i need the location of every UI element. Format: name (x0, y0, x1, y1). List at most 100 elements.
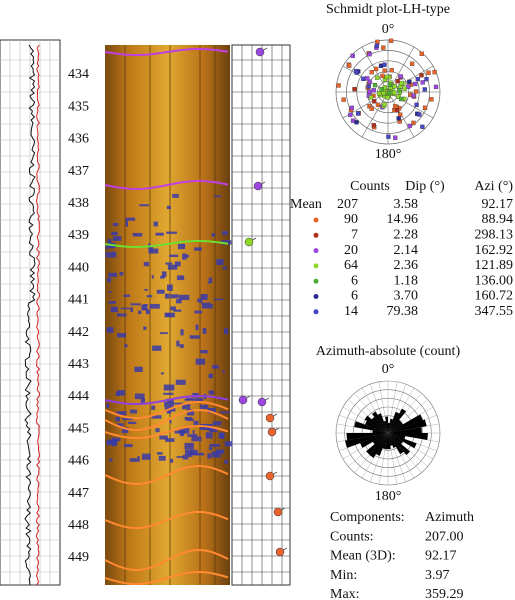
patch (180, 329, 184, 336)
row-counts: 14 (344, 304, 358, 319)
bedding-trace (104, 425, 229, 439)
pole (420, 80, 425, 85)
pole (367, 51, 372, 57)
pole (336, 83, 341, 88)
patch (205, 432, 213, 439)
patch (164, 312, 175, 318)
patch (130, 307, 133, 313)
rose-petal (385, 433, 388, 450)
patch (107, 277, 112, 283)
patch (173, 402, 185, 405)
depth-label: 448 (68, 518, 89, 533)
south-label: 180° (375, 147, 402, 162)
patch (111, 245, 118, 248)
patch (221, 240, 232, 245)
row-azi: 162.92 (475, 243, 514, 258)
patch (165, 262, 173, 265)
patch (184, 449, 194, 455)
patch (169, 294, 179, 299)
patch (182, 253, 187, 260)
table-header: Dip (°) (405, 179, 445, 194)
patch (148, 248, 159, 254)
patch (157, 452, 163, 455)
patch (144, 288, 149, 291)
pole (392, 90, 397, 95)
pole (417, 112, 422, 117)
rose-petal (388, 419, 402, 433)
pole (367, 104, 372, 109)
pole (367, 89, 372, 94)
stat-label: Min: (330, 568, 357, 583)
patch (200, 294, 208, 300)
depth-label: 442 (68, 325, 89, 340)
pole (398, 112, 403, 117)
depth-label: 435 (68, 99, 89, 114)
rose-petal (375, 433, 388, 456)
pole (368, 95, 374, 100)
patch (172, 193, 179, 198)
patch (112, 222, 119, 227)
rose-petal (371, 416, 388, 433)
rose-title: Azimuth-absolute (count) (316, 344, 461, 359)
pole (422, 87, 427, 92)
patch (122, 418, 133, 421)
pole (411, 93, 416, 98)
bedding-trace (104, 240, 229, 248)
patch (207, 407, 216, 414)
row-dip: 2.28 (394, 228, 419, 243)
tadpole (255, 47, 265, 57)
depth-label: 434 (68, 67, 89, 82)
rose-petal (372, 411, 388, 433)
mean-counts: 207 (337, 197, 358, 212)
bedding-trace (104, 571, 229, 585)
mean-dip: 3.58 (394, 197, 419, 212)
rose-petal (388, 427, 422, 433)
row-counts: 90 (344, 212, 358, 227)
pole (432, 69, 437, 75)
pole (361, 76, 366, 82)
pole (365, 76, 370, 81)
patch (201, 303, 213, 309)
patch (169, 420, 172, 424)
patch (182, 454, 189, 460)
pole (375, 39, 380, 45)
patch (116, 423, 124, 427)
patch (139, 204, 149, 207)
patch (220, 433, 224, 439)
depth-label: 441 (68, 293, 89, 308)
tadpole (273, 507, 283, 517)
patch (116, 313, 127, 317)
patch (159, 332, 168, 335)
pole (382, 68, 387, 73)
north-label: 0° (382, 22, 395, 37)
patch (107, 439, 118, 444)
patch (212, 364, 219, 369)
patch (167, 264, 178, 270)
south-label: 180° (375, 489, 402, 504)
pole (387, 90, 392, 96)
pole (433, 84, 439, 90)
stat-value: 359.29 (425, 587, 464, 600)
patch (124, 344, 128, 348)
patch (176, 340, 180, 347)
patch (163, 392, 174, 395)
rose-petal (377, 413, 388, 433)
row-azi: 160.72 (475, 289, 514, 304)
north-label: 0° (382, 362, 395, 377)
bedding-trace (104, 549, 229, 571)
patch (169, 254, 179, 258)
row-counts: 7 (351, 228, 358, 243)
bedding-trace (104, 465, 229, 485)
patch (197, 298, 203, 303)
patch (146, 295, 153, 298)
pole (353, 68, 359, 74)
mean-label: Mean (290, 197, 322, 212)
tadpole (267, 427, 277, 437)
depth-label: 449 (68, 550, 89, 565)
patch (194, 310, 203, 314)
patch (179, 431, 185, 437)
depth-label: 440 (68, 260, 89, 275)
rose-petal (354, 421, 388, 433)
pole (415, 76, 421, 82)
